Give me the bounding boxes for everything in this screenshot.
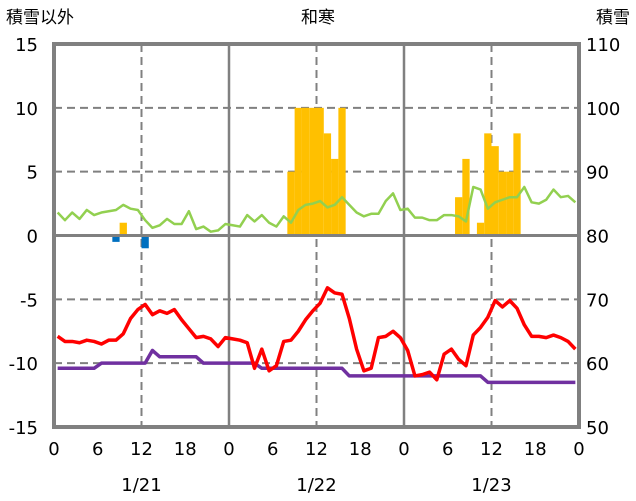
bar-positive xyxy=(462,158,470,236)
left-axis-title: 積雪以外 xyxy=(6,8,74,28)
x-tick: 12 xyxy=(130,439,153,460)
x-tick: 6 xyxy=(267,439,278,460)
y-tick-right: 100 xyxy=(586,99,620,120)
series-green xyxy=(56,185,577,233)
y-tick-right: 110 xyxy=(586,35,620,56)
x-tick: 18 xyxy=(349,439,372,460)
bar-positive xyxy=(491,146,499,236)
bar-negative xyxy=(141,235,149,249)
bar-positive xyxy=(309,107,317,236)
bar-positive xyxy=(338,107,346,236)
bar-positive xyxy=(331,158,339,236)
bar-positive xyxy=(484,133,492,236)
series-purple xyxy=(57,348,576,385)
bar-positive xyxy=(506,171,514,236)
x-tick: 0 xyxy=(573,439,584,460)
y-tick-left: -5 xyxy=(20,290,38,311)
bar-positive xyxy=(476,222,485,236)
date-label: 1/22 xyxy=(296,475,336,496)
y-tick-left: -15 xyxy=(9,418,38,439)
x-tick: 18 xyxy=(524,439,547,460)
bar-positive xyxy=(323,133,332,236)
x-tick: 6 xyxy=(442,439,453,460)
y-tick-right: 90 xyxy=(586,163,609,184)
y-tick-left: -10 xyxy=(9,354,38,375)
bar-positive xyxy=(301,107,310,236)
x-tick: 0 xyxy=(398,439,409,460)
bar-positive xyxy=(513,133,521,236)
y-tick-right: 60 xyxy=(586,354,609,375)
bar-positive xyxy=(316,107,324,236)
bar-positive xyxy=(498,171,507,236)
right-axis-title: 積雪 xyxy=(596,8,630,28)
y-tick-right: 70 xyxy=(586,290,609,311)
date-label: 1/23 xyxy=(471,475,511,496)
bar-negative xyxy=(112,235,120,242)
date-label: 1/21 xyxy=(121,475,161,496)
x-tick: 0 xyxy=(223,439,234,460)
y-tick-right: 50 xyxy=(586,418,609,439)
bar-positive xyxy=(294,107,302,236)
x-tick: 12 xyxy=(480,439,503,460)
y-tick-left: 0 xyxy=(27,227,38,248)
y-tick-right: 80 xyxy=(586,227,609,248)
chart-title: 和寒 xyxy=(301,8,335,28)
y-tick-left: 10 xyxy=(15,99,38,120)
x-tick: 0 xyxy=(48,439,59,460)
x-tick: 6 xyxy=(92,439,103,460)
x-tick: 18 xyxy=(174,439,197,460)
bar-positive xyxy=(287,171,295,236)
x-tick: 12 xyxy=(305,439,328,460)
y-tick-left: 15 xyxy=(15,35,38,56)
series-red xyxy=(56,286,577,382)
plot-frame xyxy=(52,42,581,429)
y-tick-left: 5 xyxy=(27,163,38,184)
bar-positive xyxy=(119,222,127,236)
